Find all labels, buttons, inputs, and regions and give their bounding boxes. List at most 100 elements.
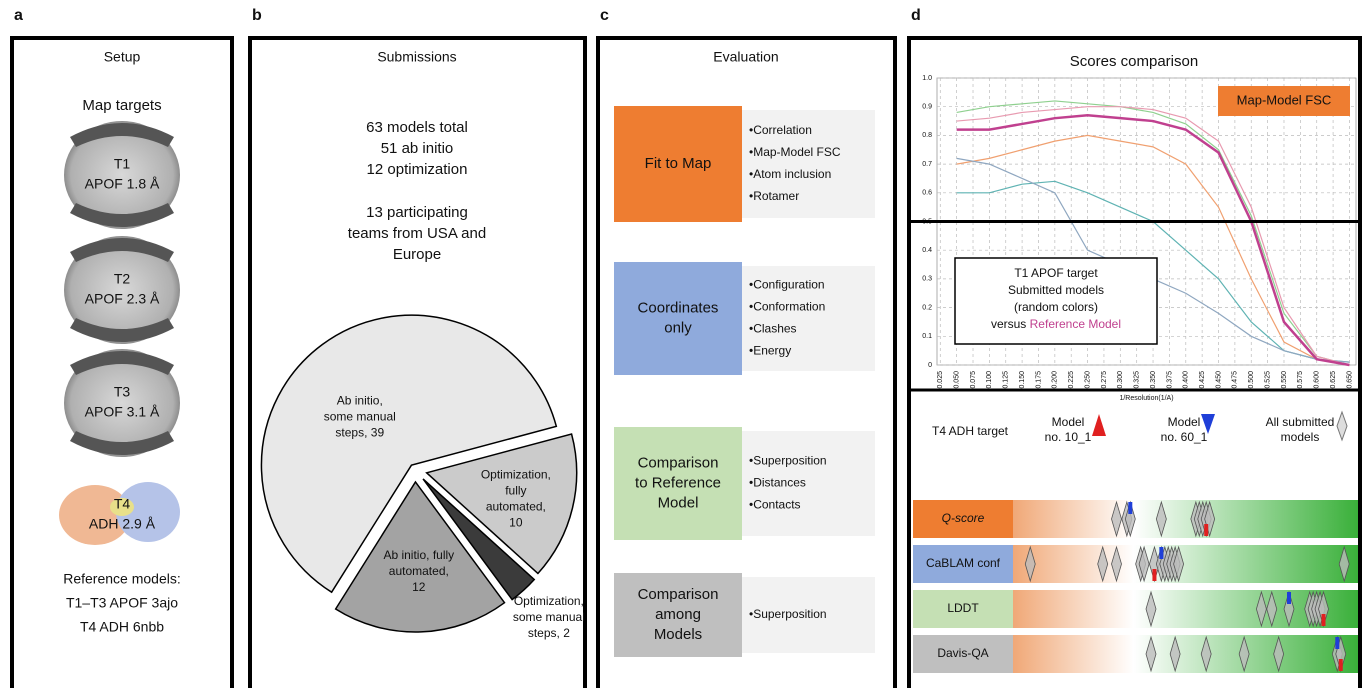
text: APOF 3.1 Å	[85, 404, 160, 420]
text: Fit to Map	[645, 155, 712, 172]
text: 0.050	[953, 371, 960, 389]
text: •Superposition	[749, 607, 827, 621]
text: 0.575	[1297, 371, 1304, 389]
line-series	[956, 106, 1350, 366]
text: Comparison	[638, 454, 719, 471]
text: no. 10_1	[1045, 430, 1092, 444]
map-image	[64, 349, 180, 457]
text: 0.475	[1232, 371, 1239, 389]
legend-blue	[1201, 414, 1215, 434]
reference-label: Reference Model	[1030, 317, 1121, 331]
slice-value: 2	[563, 626, 570, 640]
panel-frame	[248, 36, 587, 688]
text: 0.225	[1068, 371, 1075, 389]
text: 0.350	[1150, 371, 1157, 389]
line-series	[956, 100, 1350, 366]
score-label-box	[913, 635, 1013, 673]
text: Map targets	[82, 97, 161, 114]
category-box	[614, 427, 742, 540]
score-label-box	[913, 500, 1013, 538]
model-red	[1338, 659, 1343, 671]
text: steps, 39	[335, 425, 384, 439]
text: a	[14, 7, 23, 24]
score-label-box	[913, 590, 1013, 628]
text: teams from USA and	[348, 225, 486, 242]
category-box	[614, 262, 742, 375]
text: 0.450	[1215, 371, 1222, 389]
text: among	[655, 606, 701, 623]
model-blue	[1159, 547, 1164, 559]
text: Q-score	[942, 511, 985, 525]
model-diamond	[1111, 500, 1122, 538]
text: 0.325	[1134, 371, 1141, 389]
text: 10	[509, 515, 523, 529]
text: •Correlation	[749, 123, 812, 137]
text: d	[911, 7, 921, 24]
text: 0.3	[922, 276, 932, 283]
panel-frame	[596, 36, 897, 688]
text: Model	[658, 494, 699, 511]
text: APOF 1.8 Å	[85, 176, 160, 192]
text: 0.275	[1101, 371, 1108, 389]
text: 0.125	[1003, 371, 1010, 389]
model-diamond	[1124, 500, 1136, 538]
text: 0.500	[1248, 371, 1255, 389]
text: •Map-Model FSC	[749, 145, 841, 159]
text: APOF 2.3 Å	[85, 291, 160, 307]
score-bar	[1013, 500, 1358, 538]
legend-box	[954, 257, 1158, 345]
pie-slice	[260, 314, 558, 594]
text: 0.300	[1117, 371, 1124, 389]
text: •Atom inclusion	[749, 167, 831, 181]
text: 0.8	[922, 132, 932, 139]
text: T2	[114, 271, 131, 287]
text: automated,	[389, 564, 449, 578]
text: T4 ADH 6nbb	[80, 619, 164, 635]
line-series	[956, 134, 1350, 366]
legend-red	[1092, 414, 1106, 436]
text: 0.625	[1330, 371, 1337, 389]
model-diamond	[1145, 635, 1157, 673]
text: •Energy	[749, 344, 791, 358]
map-band	[70, 318, 174, 342]
map-band	[70, 238, 174, 262]
model-red	[1204, 524, 1209, 536]
text: models	[1281, 430, 1320, 444]
legend-diamond	[1336, 410, 1348, 442]
model-diamond	[1169, 635, 1181, 673]
text: 0.600	[1314, 371, 1321, 389]
map-image	[110, 498, 134, 516]
model-diamond	[1238, 635, 1250, 673]
text: Reference models:	[63, 571, 181, 587]
text: Optimization,	[481, 467, 551, 481]
text: T4	[114, 496, 131, 512]
model-red	[1152, 569, 1157, 581]
text: Evaluation	[713, 49, 778, 65]
map-image	[116, 482, 180, 542]
text: Europe	[393, 246, 441, 263]
item-box	[742, 110, 875, 218]
text: no. 60_1	[1161, 430, 1208, 444]
score-label-box	[913, 545, 1013, 583]
text: Coordinates	[638, 299, 719, 316]
text: 0.1	[922, 333, 932, 340]
text: 51 ab initio	[381, 140, 454, 157]
text: versus Reference Model	[991, 317, 1121, 331]
map-band	[70, 203, 174, 227]
text: 0.550	[1281, 371, 1288, 389]
text: •Rotamer	[749, 189, 799, 203]
text: 0.400	[1183, 371, 1190, 389]
text: 12 optimization	[367, 161, 468, 178]
map-image	[64, 236, 180, 344]
text: T1–T3 APOF 3ajo	[66, 595, 178, 611]
text: 0.650	[1346, 371, 1353, 389]
text: some manual	[324, 409, 396, 423]
map-image	[59, 485, 131, 545]
text: T3	[114, 384, 131, 400]
annotation-box	[1218, 86, 1350, 116]
model-blue	[1287, 592, 1291, 604]
text: Model	[1052, 415, 1085, 429]
model-diamond	[1200, 635, 1212, 673]
score-bar	[1013, 545, 1358, 583]
